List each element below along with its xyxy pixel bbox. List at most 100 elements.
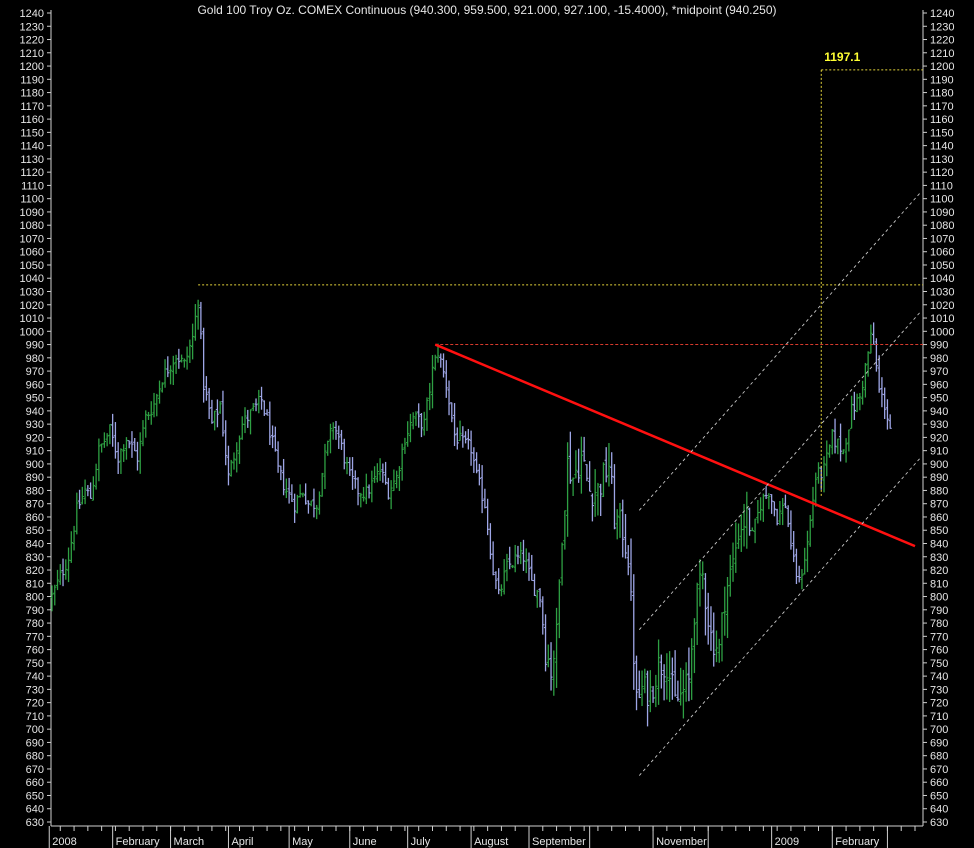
ohlc-bar [739,514,743,552]
ohlc-bar [497,568,501,595]
ohlc-bar [403,437,407,454]
ohlc-bar [160,382,164,393]
ohlc-bar [149,401,153,425]
ohlc-bar [317,491,322,515]
y-tick-label-left: 1050 [20,260,44,272]
ohlc-bar [662,664,666,701]
ohlc-bar [574,450,578,479]
y-tick-label-right: 870 [930,499,948,511]
ohlc-bar [199,301,203,340]
y-tick-label-left: 700 [26,724,44,736]
y-tick-label-right: 980 [930,353,948,365]
ohlc-bar [306,500,311,514]
y-tick-label-left: 970 [26,366,44,378]
ohlc-bar [577,448,581,483]
ohlc-bar [712,612,716,667]
ohlc-bar [872,322,876,345]
ohlc-bar [825,440,829,477]
ohlc-bar [596,482,600,516]
ohlc-bar [105,433,109,447]
y-tick-label-right: 950 [930,393,948,405]
y-tick-label-left: 920 [26,432,44,444]
annotation-lines: 1197.1 [198,50,923,776]
ohlc-bar [656,639,661,705]
ohlc-bar [883,387,887,420]
ohlc-bar [395,470,399,489]
ohlc-bar [450,402,454,423]
y-tick-label-left: 900 [26,459,44,471]
ohlc-bar [50,585,54,612]
ohlc-bar [157,380,162,404]
ohlc-bar [419,413,424,438]
ohlc-bar [552,650,556,696]
ohlc-bar [783,494,788,509]
ohlc-bar [588,461,592,492]
ohlc-bar [874,338,878,372]
y-tick-label-right: 640 [930,804,948,816]
ohlc-bar [855,393,859,413]
ohlc-bar [665,653,669,700]
y-tick-label-right: 1190 [930,74,954,86]
ohlc-bar [356,477,360,506]
ohlc-bar [703,573,708,636]
y-tick-label-right: 990 [930,340,948,352]
ohlc-bar [543,614,548,672]
x-label: November [656,836,707,848]
ohlc-bar [618,502,622,538]
ohlc-bar [764,486,768,499]
ohlc-bar [648,670,652,713]
ohlc-bar [146,411,151,420]
ohlc-bar [637,670,641,699]
ohlc-bar [822,456,826,493]
ohlc-bar [472,447,476,473]
y-tick-label-left: 1060 [20,247,44,259]
y-tick-label-right: 840 [930,538,948,550]
ohlc-bar [254,398,258,412]
ohlc-bar [753,518,757,544]
ohlc-bar [232,452,236,470]
y-tick-label-right: 750 [930,658,948,670]
ohlc-bar [494,571,498,590]
ohlc-bar [560,542,564,586]
y-tick-label-left: 940 [26,406,44,418]
ohlc-bar [185,346,189,370]
y-tick-label-left: 910 [26,446,44,458]
ohlc-bar [651,686,655,703]
ohlc-bar [210,399,214,424]
ohlc-bar [499,584,504,597]
ohlc-bar [77,489,82,509]
y-tick-label-right: 700 [930,724,948,736]
ohlc-bar [723,586,727,636]
ohlc-bar [604,447,608,483]
ohlc-bar [502,559,506,595]
ohlc-bar [833,418,837,454]
ohlc-bar [775,508,779,526]
y-tick-label-left: 1000 [20,326,44,338]
y-tick-label-right: 1180 [930,88,954,100]
ohlc-bar [827,444,832,458]
y-tick-label-right: 730 [930,684,948,696]
ohlc-bar [836,438,840,455]
ohlc-bar [350,457,355,490]
ohlc-bar [66,547,71,583]
ohlc-bar [248,409,253,435]
ohlc-bar [706,592,710,645]
ohlc-bar [298,484,302,498]
ohlc-bar [213,410,217,431]
ohlc-bar [237,435,242,464]
y-tick-label-right: 720 [930,698,948,710]
ohlc-bar [215,399,220,428]
ohlc-bar [361,486,366,502]
x-label: February [116,836,161,848]
ohlc-bar [89,482,93,499]
y-tick-label-right: 710 [930,711,948,723]
ohlc-bar [621,499,625,558]
ohlc-bar [814,472,818,507]
ohlc-bar [287,477,291,504]
y-tick-label-left: 740 [26,671,44,683]
ohlc-bar [80,486,84,505]
ohlc-bar [295,494,299,514]
ohlc-bar [838,423,843,462]
y-tick-label-right: 1100 [930,194,954,206]
y-tick-label-right: 1060 [930,247,954,259]
